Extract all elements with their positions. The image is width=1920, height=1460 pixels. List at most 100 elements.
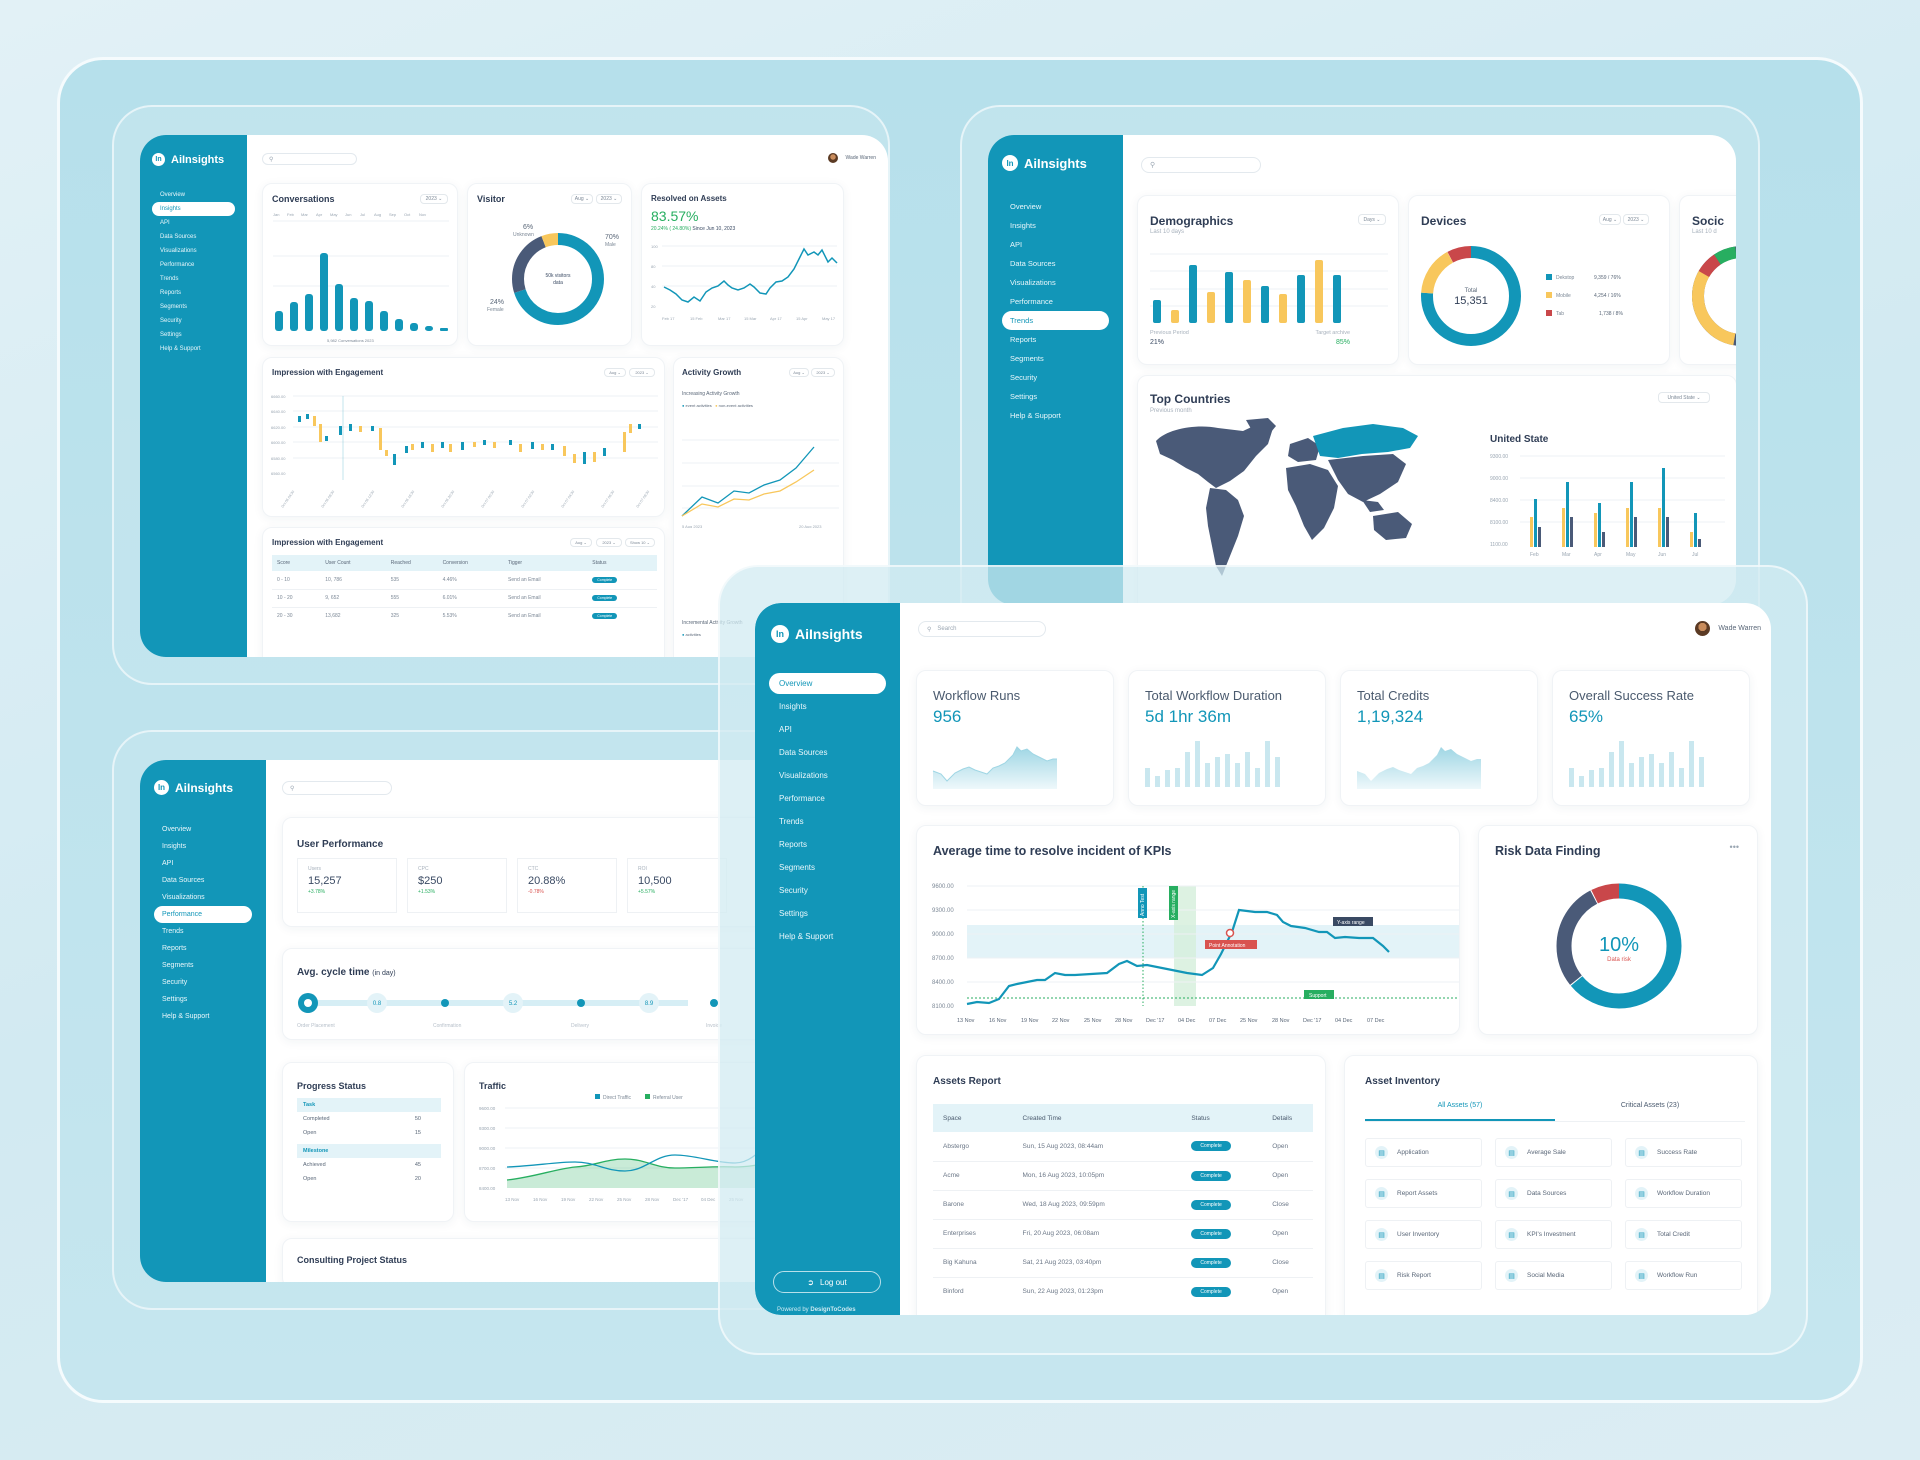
nav-visualizations[interactable]: Visualizations (779, 771, 828, 780)
nav-api[interactable]: API (162, 860, 174, 867)
nav-data-sources[interactable]: Data Sources (1010, 259, 1056, 268)
nav-performance[interactable]: Performance (160, 262, 195, 268)
details-link[interactable]: Open (1272, 1142, 1289, 1150)
asset-item[interactable]: ▤ Data Sources (1495, 1179, 1612, 1208)
asset-item[interactable]: ▤ Total Credit (1625, 1220, 1742, 1249)
nav-api[interactable]: API (779, 725, 792, 734)
nav-segments[interactable]: Segments (779, 863, 816, 872)
nav-security[interactable]: Security (160, 318, 182, 324)
details-link[interactable]: Open (1272, 1230, 1289, 1237)
year-dropdown[interactable]: 2023 ⌄ (596, 538, 622, 547)
nav-insights[interactable]: Insights (152, 202, 235, 216)
month-dropdown[interactable]: Aug ⌄ (1599, 214, 1621, 225)
nav-reports[interactable]: Reports (160, 290, 182, 296)
month-dropdown[interactable]: Aug ⌄ (789, 368, 809, 377)
nav-trends[interactable]: Trends (160, 276, 179, 282)
page-size-dropdown[interactable]: Show 10 ⌄ (625, 538, 655, 547)
asset-item[interactable]: ▤ KPI's Investment (1495, 1220, 1612, 1249)
nav-segments[interactable]: Segments (1010, 354, 1044, 363)
country-dropdown[interactable]: United State ⌄ (1658, 392, 1710, 403)
nav-insights[interactable]: Insights (1010, 221, 1036, 230)
logout-button[interactable]: ➲ Log out (773, 1271, 881, 1293)
svg-text:Point Annotation: Point Annotation (1209, 943, 1246, 949)
table-row[interactable]: Barone Wed, 18 Aug 2023, 09:59pm Complete C… (933, 1190, 1313, 1219)
table-row[interactable]: Binford Sun, 22 Aug 2023, 01:23pm Complete… (933, 1277, 1313, 1306)
user-menu[interactable]: Wade Warren (1695, 621, 1761, 636)
details-link[interactable]: Open (1272, 1288, 1289, 1296)
nav-performance[interactable]: Performance (1010, 297, 1053, 306)
more-icon[interactable]: ••• (1729, 842, 1739, 852)
table-row[interactable]: Acme Mon, 16 Aug 2023, 10:05pm Complete Ope… (933, 1161, 1313, 1190)
nav-api[interactable]: API (160, 220, 170, 226)
nav-segments[interactable]: Segments (160, 304, 188, 310)
tab-critical-assets[interactable]: Critical Assets (23) (1620, 1102, 1680, 1109)
year-dropdown[interactable]: 2023 ⌄ (420, 194, 448, 204)
asset-item[interactable]: ▤ Success Rate (1625, 1138, 1742, 1167)
nav-security[interactable]: Security (162, 979, 188, 986)
month-dropdown[interactable]: Aug ⌄ (570, 538, 592, 547)
year-dropdown[interactable]: 2023 ⌄ (811, 368, 835, 377)
nav-overview[interactable]: Overview (769, 673, 886, 694)
table-header: Score User Count Reached Conversion Tigger St… (272, 555, 657, 571)
search-input[interactable]: ⚲ Search (918, 621, 1046, 637)
year-dropdown[interactable]: 2023 ⌄ (596, 194, 622, 204)
nav-reports[interactable]: Reports (1010, 335, 1037, 344)
asset-item[interactable]: ▤ Average Sale (1495, 1138, 1612, 1167)
table-row[interactable]: Abstergo Sun, 15 Aug 2023, 08:44am Complet… (933, 1132, 1313, 1161)
nav-reports[interactable]: Reports (162, 945, 187, 952)
nav-data-sources[interactable]: Data Sources (779, 748, 828, 757)
nav-trends[interactable]: Trends (779, 817, 804, 826)
nav-help[interactable]: Help & Support (162, 1013, 210, 1020)
nav-help[interactable]: Help & Support (160, 346, 201, 352)
nav-visualizations[interactable]: Visualizations (160, 248, 197, 254)
nav-help[interactable]: Help & Support (779, 932, 834, 941)
svg-text:4,254 / 16%: 4,254 / 16% (1594, 293, 1621, 299)
nav-visualizations[interactable]: Visualizations (1010, 278, 1056, 287)
nav-security[interactable]: Security (779, 886, 808, 895)
asset-item[interactable]: ▤ Social Media (1495, 1261, 1612, 1290)
nav-settings[interactable]: Settings (162, 996, 188, 1003)
nav-overview[interactable]: Overview (160, 192, 186, 198)
table-row[interactable]: Big Kahuna Sat, 21 Aug 2023, 03:40pm Compl… (933, 1248, 1313, 1277)
nav-data-sources[interactable]: Data Sources (160, 234, 197, 240)
nav-insights[interactable]: Insights (779, 702, 807, 711)
nav-performance[interactable]: Performance (154, 906, 252, 923)
nav-visualizations[interactable]: Visualizations (162, 894, 205, 901)
nav-reports[interactable]: Reports (779, 840, 808, 849)
tab-all-assets[interactable]: All Assets (57) (1365, 1102, 1555, 1121)
table-row[interactable]: Enterprises Fri, 20 Aug 2023, 06:08am Comp… (933, 1219, 1313, 1248)
details-link[interactable]: Close (1272, 1201, 1289, 1208)
asset-item[interactable]: ▤ User Inventory (1365, 1220, 1482, 1249)
asset-item[interactable]: ▤ Report Assets (1365, 1179, 1482, 1208)
nav-trends[interactable]: Trends (162, 928, 184, 935)
search-input[interactable]: ⚲ (282, 781, 392, 795)
nav-api[interactable]: API (1010, 240, 1023, 249)
nav-segments[interactable]: Segments (162, 962, 194, 969)
month-dropdown[interactable]: Aug ⌄ (604, 368, 626, 377)
search-input[interactable]: ⚲ (1141, 157, 1261, 173)
user-menu[interactable]: Wade Warren (827, 153, 876, 163)
nav-settings[interactable]: Settings (1010, 392, 1038, 401)
month-dropdown[interactable]: Aug ⌄ (571, 194, 593, 204)
nav-trends[interactable]: Trends (1002, 311, 1109, 330)
year-dropdown[interactable]: 2023 ⌄ (629, 368, 655, 377)
nav-settings[interactable]: Settings (160, 332, 182, 338)
details-link[interactable]: Close (1272, 1259, 1289, 1266)
asset-item[interactable]: ▤ Workflow Duration (1625, 1179, 1742, 1208)
nav-insights[interactable]: Insights (162, 843, 187, 850)
nav-overview[interactable]: Overview (162, 826, 192, 833)
nav-performance[interactable]: Performance (779, 794, 825, 803)
asset-item[interactable]: ▤ Application (1365, 1138, 1482, 1167)
details-link[interactable]: Open (1272, 1172, 1289, 1179)
nav-settings[interactable]: Settings (779, 909, 808, 918)
svg-text:Tab: Tab (1556, 311, 1564, 317)
asset-item[interactable]: ▤ Risk Report (1365, 1261, 1482, 1290)
search-input[interactable]: ⚲ (262, 153, 357, 165)
nav-security[interactable]: Security (1010, 373, 1038, 382)
year-dropdown[interactable]: 2023 ⌄ (1623, 214, 1649, 225)
nav-data-sources[interactable]: Data Sources (162, 877, 205, 884)
asset-item[interactable]: ▤ Workflow Run (1625, 1261, 1742, 1290)
period-dropdown[interactable]: Days ⌄ (1358, 214, 1386, 225)
nav-overview[interactable]: Overview (1010, 202, 1042, 211)
nav-help[interactable]: Help & Support (1010, 411, 1061, 420)
